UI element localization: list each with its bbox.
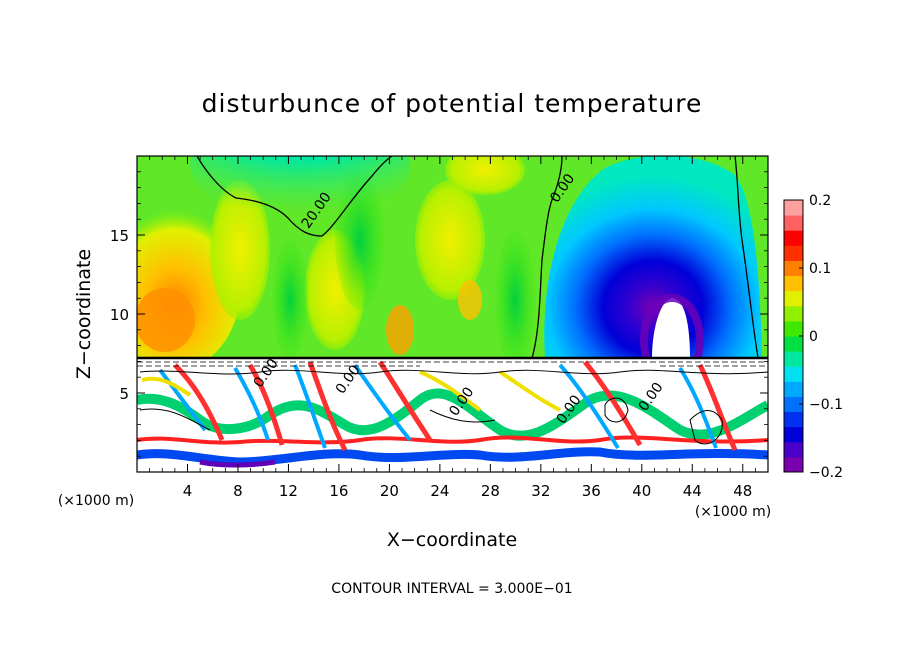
colorbar-segment — [784, 336, 803, 352]
x-tick-label: 48 — [733, 482, 752, 500]
cyan-top-anomaly — [190, 156, 410, 225]
colorbar-segment — [784, 351, 803, 367]
x-unit-label-left: (×1000 m) — [58, 493, 134, 509]
colorbar-segment — [784, 381, 803, 397]
x-tick-label: 44 — [683, 482, 702, 500]
colorbar-tick-label: 0.1 — [809, 261, 831, 277]
lower-band-cyan-1 — [158, 363, 718, 450]
x-axis: 4 8 12 16 20 24 28 32 36 40 44 48 — [136, 156, 769, 500]
lower-band-red-1 — [137, 435, 768, 445]
green-channel-3 — [495, 230, 535, 370]
x-tick-label: 40 — [632, 482, 651, 500]
x-tick-label: 24 — [430, 482, 449, 500]
colorbar-tick-label: −0.1 — [809, 397, 843, 413]
white-dome-core — [652, 298, 690, 358]
x-tick-label: 8 — [233, 482, 243, 500]
x-tick-label: 20 — [380, 482, 399, 500]
lower-band-green-1 — [137, 388, 768, 441]
yellow-band-4 — [445, 156, 525, 195]
colorbar-segment — [784, 441, 803, 458]
colorbar-segment — [784, 411, 803, 428]
y-tick-label: 15 — [110, 227, 129, 245]
colorbar-tick-label: 0.2 — [809, 193, 831, 209]
lower-band-purple — [199, 459, 276, 468]
colorbar-segment — [784, 275, 803, 292]
y-tick-label: 10 — [110, 306, 129, 324]
y-tick-label: 5 — [119, 385, 129, 403]
chart-title: disturbunce of potential temperature — [202, 89, 703, 118]
orange-spot-2 — [458, 280, 482, 320]
contour-interval-footer: CONTOUR INTERVAL = 3.000E−01 — [331, 581, 572, 597]
colorbar-segment — [784, 366, 803, 382]
colorbar-segment — [784, 290, 803, 307]
plot-area — [137, 156, 768, 472]
colorbar-segment — [784, 200, 803, 216]
colorbar-tick-label: 0 — [809, 329, 818, 345]
x-axis-label: X−coordinate — [387, 529, 517, 551]
blue-dome-anomaly — [544, 156, 762, 358]
y-axis-label: Z−coordinate — [73, 249, 95, 379]
y-axis: 5 10 15 — [110, 155, 768, 473]
inversion-hatch — [137, 361, 768, 367]
colorbar-segment — [784, 320, 803, 337]
x-tick-label: 12 — [279, 482, 298, 500]
lower-band-blue-1 — [137, 447, 768, 467]
x-tick-label: 28 — [481, 482, 500, 500]
x-tick-label: 4 — [183, 482, 193, 500]
x-tick-label: 36 — [582, 482, 601, 500]
colorbar-segment — [784, 426, 803, 443]
contour-20 — [196, 156, 393, 237]
lower-band-red-2 — [173, 360, 738, 452]
colorbar-segment — [784, 260, 803, 277]
green-channel-1 — [272, 240, 308, 360]
colorbar-segment — [784, 396, 803, 413]
colorbar: 0.2 0.1 0 −0.1 −0.2 — [783, 193, 843, 481]
colorbar-segment — [784, 305, 803, 322]
colorbar-segment — [784, 245, 803, 261]
lower-contours — [139, 369, 768, 445]
contour-0-dome — [531, 156, 759, 359]
warm-anomaly-left-core — [137, 288, 195, 352]
x-unit-label-right: (×1000 m) — [695, 504, 771, 520]
colorbar-segment — [784, 230, 803, 246]
colorbar-segment — [784, 215, 803, 231]
x-tick-label: 32 — [531, 482, 550, 500]
orange-spot-1 — [386, 305, 414, 355]
x-tick-label: 16 — [329, 482, 348, 500]
colorbar-tick-label: −0.2 — [809, 465, 843, 481]
colorbar-segment — [784, 456, 803, 473]
lower-band-yellow-1 — [141, 370, 561, 412]
yellow-band-3 — [415, 180, 485, 300]
